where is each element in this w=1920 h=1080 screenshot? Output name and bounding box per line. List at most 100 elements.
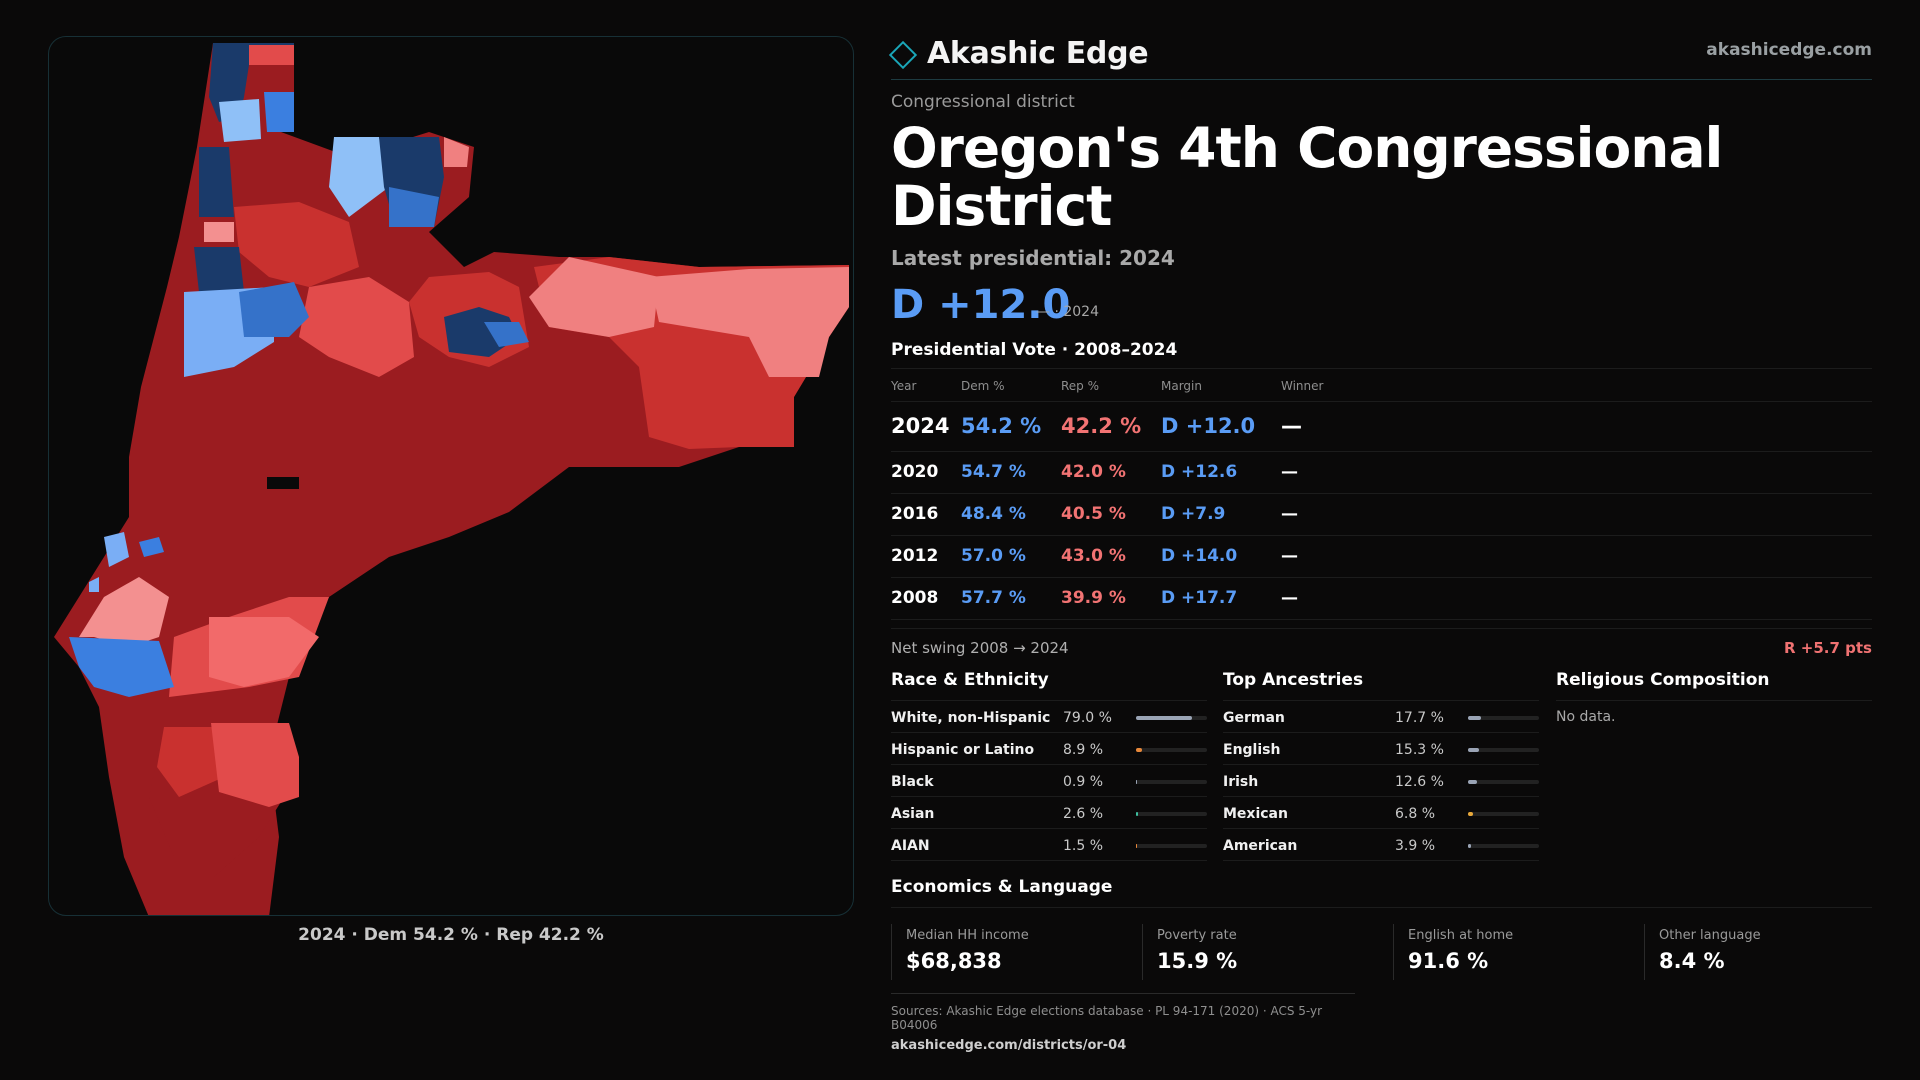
margin-cell: D +17.7 [1161,577,1281,620]
headline-margin: D +12.0 — · 2024 [891,281,1872,328]
religion-empty-text: No data. [1556,708,1616,725]
stat-value: 6.8 % [1395,805,1436,822]
district-map-svg [54,43,849,915]
stat-row: Asian 2.6 % [891,797,1207,829]
table-row: 2020 54.7 % 42.0 % D +12.6 — [891,451,1872,494]
map-caption: 2024 · Dem 54.2 % · Rep 42.2 % [298,925,604,945]
economics-title: Economics & Language [891,877,1872,908]
rep-cell: 39.9 % [1061,577,1161,620]
map-region [389,187,439,227]
stat-bar-track [1468,715,1539,720]
table-row: 2024 54.2 % 42.2 % D +12.0 — [891,401,1872,452]
stat-row: Irish 12.6 % [1223,765,1539,797]
year-cell: 2016 [891,493,961,536]
net-swing-value: R +5.7 pts [1784,638,1872,657]
stat-label: Black [891,773,934,790]
race-ethnicity-section: Race & Ethnicity White, non-Hispanic 79.0… [891,670,1207,861]
stat-value: 8.9 % [1063,741,1104,758]
map-region [444,137,469,167]
stat-bar-fill [1468,843,1471,848]
stat-bar-fill [1136,811,1138,816]
map-region [249,45,294,65]
map-region [649,267,849,377]
stat-bar-track [1136,843,1207,848]
stat-row: Mexican 6.8 % [1223,797,1539,829]
stat-row: White, non-Hispanic 79.0 % [891,701,1207,733]
econ-label: English at home [1408,927,1514,943]
stat-bar-fill [1468,715,1481,720]
headline-margin-sub: — · 2024 [1036,303,1099,320]
map-region [104,532,129,567]
stat-bar-track [1136,747,1207,752]
net-swing-label: Net swing 2008 → 2024 [891,638,1069,657]
stat-label: American [1223,837,1298,854]
rep-cell: 40.5 % [1061,493,1161,536]
stat-value: 3.9 % [1395,837,1436,854]
dem-cell: 48.4 % [961,493,1061,536]
stat-label: Asian [891,805,935,822]
econ-value: 15.9 % [1157,948,1238,973]
stat-value: 0.9 % [1063,773,1104,790]
map-region [194,247,244,292]
econ-value: $68,838 [906,948,1002,973]
dem-cell: 57.0 % [961,535,1061,578]
stat-value: 79.0 % [1063,709,1112,726]
dem-cell: 54.7 % [961,451,1061,494]
table-row: 2012 57.0 % 43.0 % D +14.0 — [891,535,1872,578]
margin-cell: D +14.0 [1161,535,1281,578]
stat-bar-track [1136,779,1207,784]
stat-label: Mexican [1223,805,1288,822]
econ-stat-poverty: Poverty rate 15.9 % [1142,923,1372,980]
map-region [139,537,164,557]
stat-label: AIAN [891,837,930,854]
religion-section: Religious Composition No data. [1556,670,1872,725]
col-header-winner: Winner [1281,367,1872,402]
winner-cell: — [1281,401,1872,452]
sources-url-link[interactable]: akashicedge.com/districts/or-04 [891,1038,1127,1053]
ancestry-title: Top Ancestries [1223,670,1539,701]
winner-cell: — [1281,577,1872,620]
stat-value: 12.6 % [1395,773,1444,790]
econ-value: 8.4 % [1659,948,1725,973]
map-region [204,222,234,242]
table-row: 2008 57.7 % 39.9 % D +17.7 — [891,577,1872,620]
stat-bar-track [1468,811,1539,816]
col-header-margin: Margin [1161,367,1281,402]
rep-cell: 43.0 % [1061,535,1161,578]
econ-label: Poverty rate [1157,927,1237,943]
rep-cell: 42.2 % [1061,401,1161,452]
year-cell: 2012 [891,535,961,578]
map-region [529,257,659,337]
ancestry-section: Top Ancestries German 17.7 % English 15.3 %… [1223,670,1539,861]
econ-label: Median HH income [906,927,1029,943]
presidential-vote-title: Presidential Vote · 2008–2024 [891,339,1178,360]
margin-cell: D +12.6 [1161,451,1281,494]
econ-stat-other-language: Other language 8.4 % [1644,923,1874,980]
year-cell: 2024 [891,401,961,452]
table-row: 2016 48.4 % 40.5 % D +7.9 — [891,493,1872,536]
stat-label: Hispanic or Latino [891,741,1035,758]
page-title: Oregon's 4th Congressional District [891,116,1723,238]
col-header-rep: Rep % [1061,367,1161,402]
headline-margin-value: D +12.0 [891,281,1071,328]
sources-text: Sources: Akashic Edge elections database… [891,1004,1323,1032]
demographics: Race & Ethnicity White, non-Hispanic 79.0… [891,670,1872,875]
stat-bar-track [1136,811,1207,816]
winner-cell: — [1281,451,1872,494]
table-header-row: Year Dem % Rep % Margin Winner [891,367,1872,402]
map-region [239,282,309,337]
stat-bar-fill [1136,779,1138,784]
brand-name: Akashic Edge [927,36,1149,71]
stat-label: English [1223,741,1281,758]
stat-row: Black 0.9 % [891,765,1207,797]
map-region [69,637,174,697]
brand-url-link[interactable]: akashicedge.com [1706,40,1872,60]
stat-label: White, non-Hispanic [891,709,1051,726]
winner-cell: — [1281,493,1872,536]
map-region [264,92,294,132]
map-region [299,277,414,377]
district-map[interactable] [48,36,854,916]
stat-row: Hispanic or Latino 8.9 % [891,733,1207,765]
race-ethnicity-title: Race & Ethnicity [891,670,1207,701]
stat-bar-fill [1136,747,1143,752]
